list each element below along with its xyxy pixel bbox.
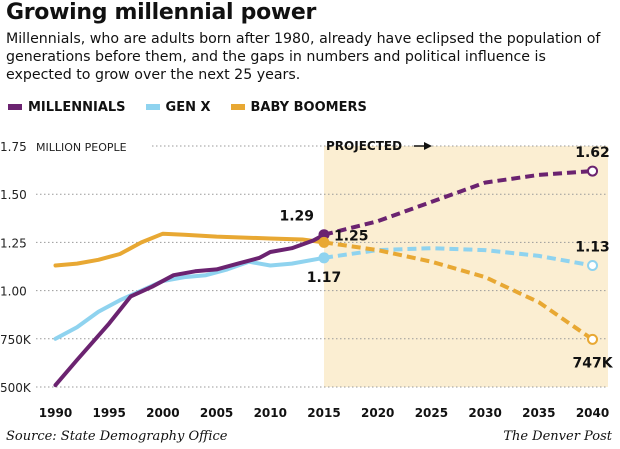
legend-item-gen-x: GEN X	[145, 98, 211, 116]
x-tick-label-1990: 1990	[39, 406, 72, 420]
legend-item-baby-boomers: BABY BOOMERS	[230, 98, 367, 116]
data-point-baby-boomers-2040	[587, 333, 599, 345]
projected-arrow-head	[424, 142, 432, 150]
legend-item-millennials: MILLENNIALS	[8, 98, 126, 116]
legend-label-millennials: MILLENNIALS	[28, 99, 126, 115]
legend-swatch-baby-boomers	[230, 104, 245, 110]
series-line-gen-x	[53, 255, 326, 341]
data-label-gen-x-2015: 1.17	[307, 270, 342, 286]
series-projection-millennials	[323, 169, 593, 237]
x-tick-label-2010: 2010	[254, 406, 287, 420]
legend-swatch-millennials	[8, 104, 22, 110]
y-tick-label-1-25: 1.25	[0, 236, 27, 250]
x-tick-label-2035: 2035	[522, 406, 555, 420]
x-tick-label-2005: 2005	[200, 406, 233, 420]
x-tick-label-2015: 2015	[307, 406, 340, 420]
projected-region	[324, 146, 608, 387]
source-note: Source: State Demography Office	[6, 429, 228, 444]
data-label-millennials-2040: 1.62	[575, 145, 610, 161]
projected-label: PROJECTED	[326, 139, 402, 153]
series-line-baby-boomers	[53, 231, 326, 268]
y-unit-label: MILLION PEOPLE	[36, 141, 127, 154]
data-point-millennials-2040	[587, 165, 599, 177]
y-tick-label-1-50: 1.50	[0, 188, 27, 202]
legend-label-gen-x: GEN X	[165, 99, 211, 115]
series-projection-baby-boomers	[323, 240, 594, 342]
x-tick-label-2025: 2025	[415, 406, 448, 420]
legend: MILLENNIALS GEN X BABY BOOMERS	[8, 98, 367, 116]
credit-note: The Denver Post	[503, 429, 612, 444]
x-tick-label-2000: 2000	[146, 406, 179, 420]
data-label-millennials-2015: 1.29	[279, 209, 314, 225]
y-tick-label-750k: 750K	[0, 333, 32, 347]
legend-swatch-gen-x	[145, 104, 160, 110]
x-tick-label-2030: 2030	[468, 406, 501, 420]
data-label-gen-x-2040: 1.13	[575, 240, 610, 256]
y-tick-label-1-00: 1.00	[0, 285, 27, 299]
legend-label-baby-boomers: BABY BOOMERS	[250, 99, 367, 115]
y-tick-label-500k: 500K	[0, 381, 32, 395]
y-tick-label-1-75: 1.75	[0, 140, 27, 154]
x-tick-label-2040: 2040	[576, 406, 609, 420]
data-label-baby-boomers-2040: 747K	[572, 355, 613, 371]
data-point-gen-x-2040	[587, 260, 599, 272]
chart-subtitle: Millennials, who are adults born after 1…	[6, 31, 601, 83]
series-line-millennials	[53, 232, 326, 388]
data-label-baby-boomers-2015: 1.25	[334, 228, 369, 244]
data-point-baby-boomers-2015	[318, 236, 330, 248]
series-projection-gen-x	[323, 246, 593, 268]
chart-title: Growing millennial power	[6, 0, 317, 25]
x-tick-label-1995: 1995	[92, 406, 125, 420]
x-tick-label-2020: 2020	[361, 406, 394, 420]
data-point-gen-x-2015	[318, 252, 330, 264]
